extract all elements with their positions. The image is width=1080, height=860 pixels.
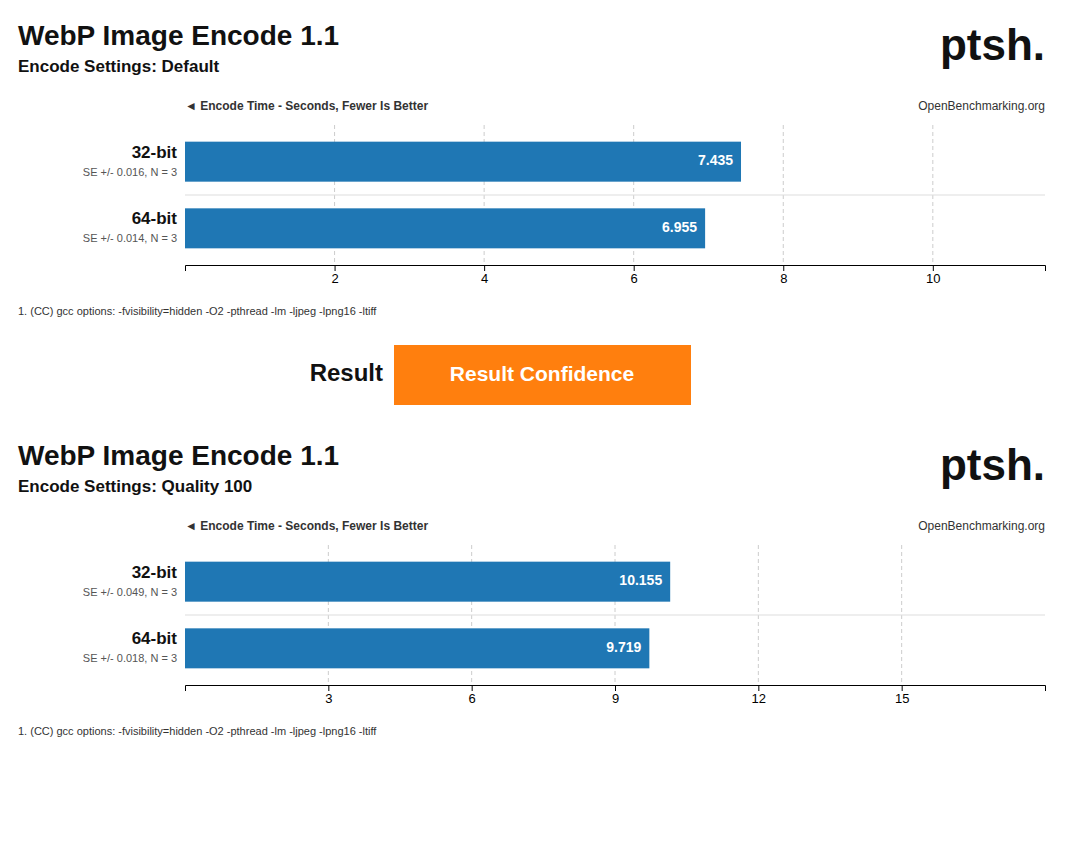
x-tick: 2 [331,265,338,286]
x-tick: 6 [631,265,638,286]
data-label: 9.719 [606,639,641,655]
data-label: 10.155 [619,572,662,588]
figure: WebP Image Encode 1.1 Encode Settings: De… [0,0,1080,860]
category-label: 64-bit [132,209,178,228]
tick-mark [902,685,903,691]
panel: WebP Image Encode 1.1 Encode Settings: Qu… [18,440,1046,737]
x-tick: 10 [926,265,940,286]
bar-note: SE +/- 0.014, N = 3 [83,232,177,244]
tick-label: 6 [631,271,638,286]
tick-label: 3 [325,691,332,706]
bar [185,208,705,248]
category-label: 32-bit [132,143,178,162]
bar-note: SE +/- 0.018, N = 3 [83,652,177,664]
data-label: 7.435 [698,152,733,168]
tick-label: 10 [926,271,940,286]
x-tick: 8 [780,265,787,286]
tick-label: 8 [780,271,787,286]
tick-mark [783,265,784,271]
title: WebP Image Encode 1.1 [18,20,339,51]
data-label: 6.955 [662,219,697,235]
bar-note: SE +/- 0.016, N = 3 [83,166,177,178]
result-row: Result Result Confidence [310,345,691,405]
tick-label: 15 [895,691,909,706]
bar-note: SE +/- 0.049, N = 3 [83,586,177,598]
tick-mark [758,685,759,691]
separator [185,195,1045,196]
tick-mark [615,685,616,691]
tick-mark [328,685,329,691]
bar [185,142,741,182]
source: OpenBenchmarking.org [918,99,1045,113]
x-tick: 15 [895,685,909,706]
x-axis-title: ◄ Encode Time - Seconds, Fewer Is Better [185,99,428,113]
x-tick: 3 [325,685,332,706]
category-label: 64-bit [132,629,178,648]
source: OpenBenchmarking.org [918,519,1045,533]
x-axis-line [186,266,1046,272]
x-tick: 12 [752,685,766,706]
subtitle: Encode Settings: Default [18,57,220,76]
tick-label: 2 [331,271,338,286]
tick-mark [933,265,934,271]
tick-mark [484,265,485,271]
subtitle: Encode Settings: Quality 100 [18,477,252,496]
x-axis: 2 4 6 8 10 [186,265,1046,286]
logo: ptsh. [940,440,1045,489]
bar [185,628,649,668]
bar [185,562,670,602]
tick-mark [472,685,473,691]
x-axis: 3 6 9 12 15 [186,685,1046,706]
result-text: Result [310,359,383,386]
title: WebP Image Encode 1.1 [18,440,339,471]
tick-mark [335,265,336,271]
logo: ptsh. [940,20,1045,69]
result-button [394,345,691,405]
x-axis-title: ◄ Encode Time - Seconds, Fewer Is Better [185,519,428,533]
category-label: 32-bit [132,563,178,582]
tick-label: 4 [481,271,488,286]
footnote: 1. (CC) gcc options: -fvisibility=hidden… [18,305,377,317]
separator [185,615,1045,616]
tick-label: 6 [469,691,476,706]
tick-label: 9 [612,691,619,706]
footnote: 1. (CC) gcc options: -fvisibility=hidden… [18,725,377,737]
x-tick: 4 [481,265,488,286]
bars [185,562,670,669]
bars [185,142,741,249]
tick-label: 12 [752,691,766,706]
result-button-text: Result Confidence [450,362,634,385]
x-tick: 6 [469,685,476,706]
x-tick: 9 [612,685,619,706]
x-axis-line [186,686,1046,692]
panel: WebP Image Encode 1.1 Encode Settings: De… [18,20,1046,317]
tick-mark [634,265,635,271]
